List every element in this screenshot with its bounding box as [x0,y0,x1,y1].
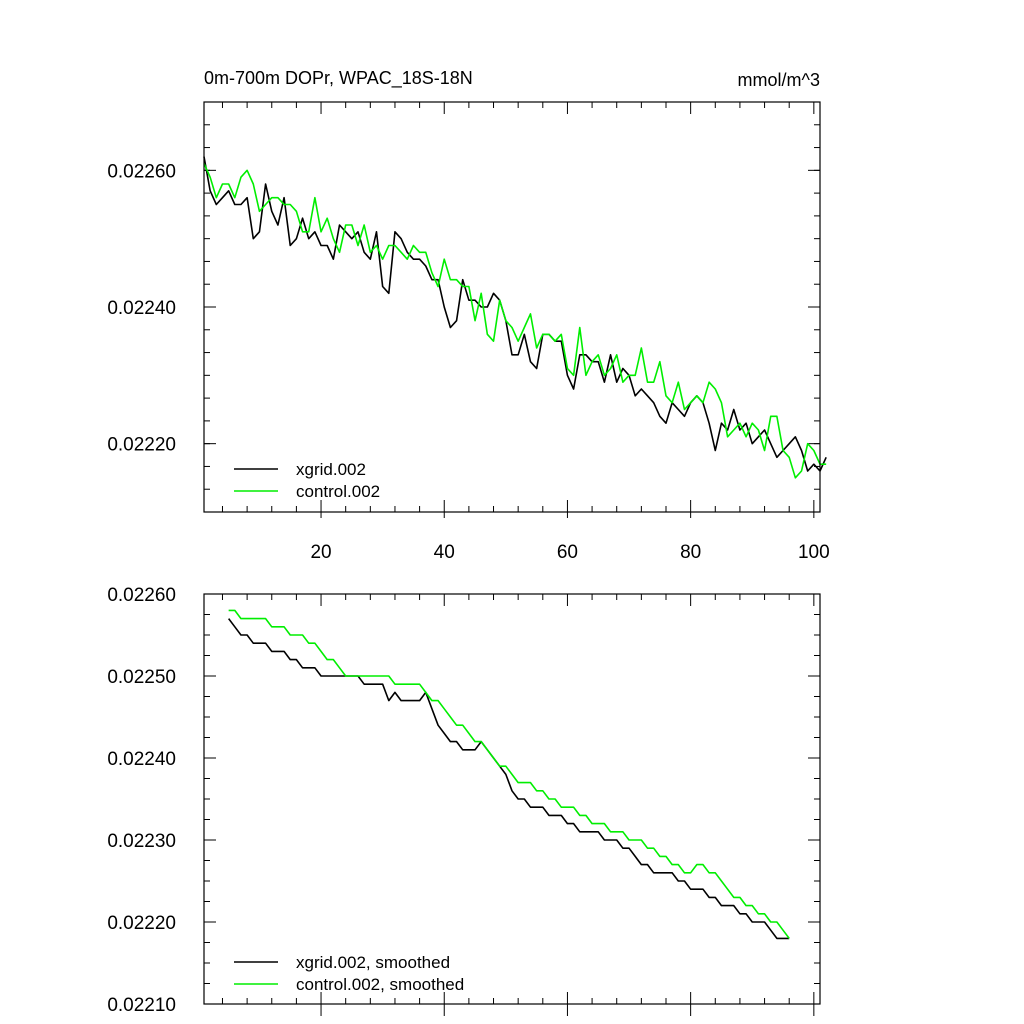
xgrid-series-line [203,156,827,472]
top-axis-ticks [204,101,820,518]
x-tick-label: 100 [798,542,830,563]
y-tick-label: 0.02260 [107,161,176,182]
x-tick-label: 80 [680,542,701,563]
y-tick-label: 0.02250 [107,667,176,688]
bottom-series-lines [228,609,790,940]
y-tick-label: 0.02240 [107,298,176,319]
y-tick-label: 0.02220 [107,435,176,456]
y-tick-label: 0.02240 [107,749,176,770]
top-legend: xgrid.002 control.002 [234,460,380,501]
bottom-tick-labels: 0.02210 0.02220 0.02230 0.02240 0.02250 0.022… [107,585,176,1016]
units-label: mmol/m^3 [738,70,820,90]
y-tick-label: 0.02220 [107,913,176,934]
bottom-plot-frame [203,593,821,1005]
control-series-line [203,163,827,479]
bottom-chart: 0.02210 0.02220 0.02230 0.02240 0.02250 0.022… [107,585,821,1016]
legend-label: control.002 [296,482,380,501]
y-tick-label: 0.02260 [107,585,176,606]
bottom-legend: xgrid.002, smoothed control.002, smoothed [234,953,464,994]
y-tick-label: 0.02230 [107,831,176,852]
top-chart: 0.02220 0.02240 0.02260 20 40 60 80 100 xgrid.0… [107,101,830,563]
top-series-lines [203,156,827,479]
control-series-line [228,609,790,939]
top-plot-frame [203,101,821,513]
legend-label: control.002, smoothed [296,975,464,994]
legend-label: xgrid.002 [296,460,366,479]
y-tick-label: 0.02210 [107,995,176,1016]
x-tick-label: 40 [434,542,455,563]
x-tick-label: 60 [557,542,578,563]
xgrid-series-line [228,618,790,940]
chart-title: 0m-700m DOPr, WPAC_18S-18N [204,68,473,89]
top-tick-labels: 0.02220 0.02240 0.02260 20 40 60 80 100 [107,161,829,563]
legend-label: xgrid.002, smoothed [296,953,450,972]
x-tick-label: 20 [310,542,331,563]
